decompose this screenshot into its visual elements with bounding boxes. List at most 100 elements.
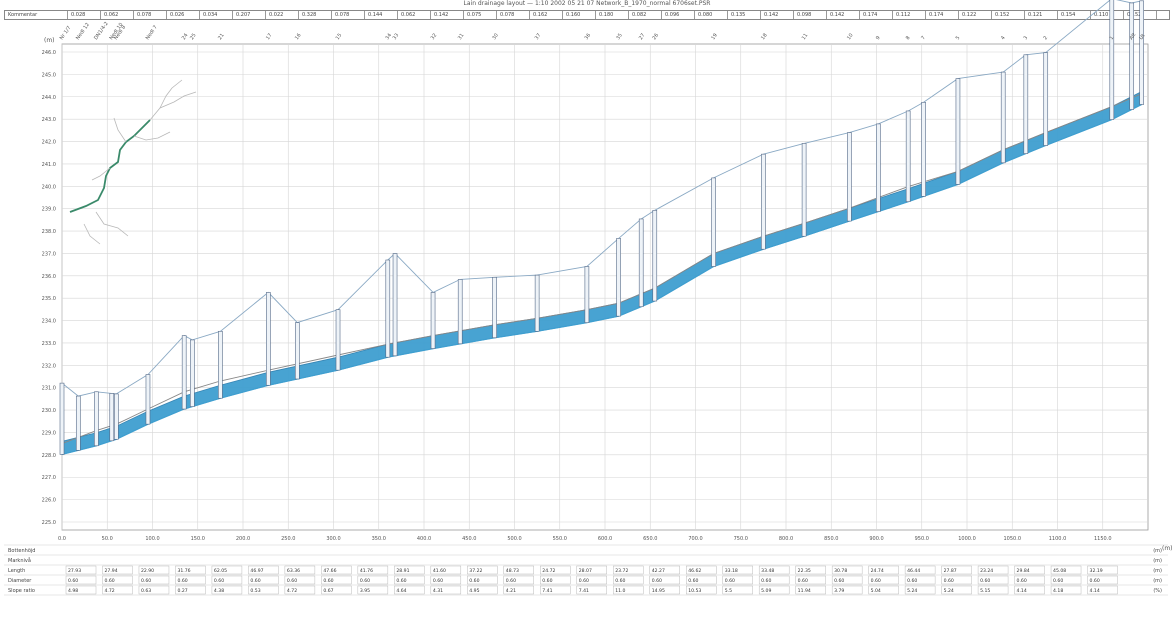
table-cell <box>65 585 97 595</box>
table-cell <box>540 565 571 575</box>
flow-strip-cell: 0.122 <box>959 11 992 19</box>
table-cell-value: 30.78 <box>834 568 847 574</box>
table-cell <box>430 565 462 575</box>
table-row-label: Marknivå <box>8 557 31 564</box>
table-cell-value: 4.21 <box>506 588 516 594</box>
table-cell <box>722 575 753 585</box>
table-cell <box>1050 575 1082 585</box>
flow-strip-cell: 0.180 <box>596 11 629 19</box>
table-cell-value: 0.53 <box>250 588 260 594</box>
flow-strip-cell: 0.152 <box>992 11 1025 19</box>
table-cell <box>576 585 607 595</box>
key-map-network-line <box>83 223 101 245</box>
manhole-shaft <box>266 292 271 386</box>
table-cell <box>138 565 170 575</box>
y-tick-label: 244.0 <box>42 95 56 101</box>
manhole-shaft <box>145 374 151 425</box>
profile-title: Lain drainage layout — 1:10 2002 05 21 0… <box>463 0 711 7</box>
manhole-label: Nr 1/7 <box>59 25 73 41</box>
table-cell <box>248 575 279 585</box>
table-cell-value: 0.60 <box>1017 578 1027 584</box>
table-cell-value: 48.73 <box>506 568 519 574</box>
table-cell-value: 5.5 <box>725 588 732 594</box>
key-map-network-line <box>159 79 183 109</box>
x-tick-label: 1100.0 <box>1049 536 1067 542</box>
table-cell <box>795 575 826 585</box>
y-tick-label: 232.0 <box>42 363 56 369</box>
table-cell <box>102 575 133 585</box>
table-cell-value: 62.05 <box>214 568 227 574</box>
table-cell-value: 0.60 <box>506 578 516 584</box>
manhole-label: 33 <box>392 32 401 41</box>
table-cell-value: 0.60 <box>688 578 698 584</box>
x-tick-label: 200.0 <box>236 536 250 542</box>
x-tick-label: 250.0 <box>281 536 295 542</box>
flow-strip-cell: 0.152 <box>1124 11 1157 19</box>
manhole-label: 7 <box>920 35 927 41</box>
table-cell-value: 5.15 <box>980 588 990 594</box>
table-cell-value: 0.60 <box>396 578 406 584</box>
table-cell <box>394 565 425 575</box>
x-tick-label: 750.0 <box>734 536 748 542</box>
table-cell <box>284 575 316 585</box>
table-cell-value: 0.60 <box>725 578 735 584</box>
manhole-shaft <box>1139 0 1144 105</box>
manhole-shaft <box>921 102 926 197</box>
table-cell <box>138 585 170 595</box>
table-row-unit: (m) <box>1153 558 1162 564</box>
y-tick-label: 242.0 <box>42 140 56 146</box>
y-tick-label: 233.0 <box>42 341 56 347</box>
table-cell-value: 0.67 <box>323 588 333 594</box>
manhole-shaft <box>114 393 119 440</box>
table-cell <box>977 585 1009 595</box>
table-cell <box>686 565 717 575</box>
table-cell-value: 45.08 <box>1053 568 1066 574</box>
table-cell <box>649 575 680 585</box>
table-cell-value: 37.22 <box>469 568 482 574</box>
table-cell <box>868 585 899 595</box>
flow-strip-cell: 0.174 <box>926 11 959 19</box>
flow-strip-cell: 0.022 <box>266 11 299 19</box>
x-tick-label: 400.0 <box>417 536 431 542</box>
table-cell-value: 0.60 <box>944 578 954 584</box>
table-cell-value: 0.60 <box>615 578 625 584</box>
table-cell <box>941 575 972 585</box>
table-cell <box>321 565 352 575</box>
y-tick-label: 231.0 <box>42 386 56 392</box>
manhole-shaft <box>335 309 341 371</box>
table-cell-value: 0.60 <box>871 578 881 584</box>
flow-strip-cell: 0.142 <box>827 11 860 19</box>
manhole-shaft <box>1109 0 1115 120</box>
manhole-shaft <box>847 132 852 222</box>
flow-strip-cell: 0.135 <box>728 11 761 19</box>
x-tick-label: 1000.0 <box>958 536 976 542</box>
table-cell-value: 4.38 <box>214 588 224 594</box>
manhole-label: Nedl 7 <box>145 24 159 41</box>
manhole-label: Alt <box>1128 32 1137 41</box>
table-cell <box>649 585 680 595</box>
table-cell <box>758 575 790 585</box>
manhole-label: 4 <box>1000 35 1007 41</box>
table-cell-value: 14.95 <box>652 588 665 594</box>
y-tick-label: 237.0 <box>42 251 56 257</box>
y-tick-label: 243.0 <box>42 117 56 123</box>
manhole-shaft <box>1129 2 1135 110</box>
table-cell-value: 23.72 <box>615 568 628 574</box>
table-row-unit: (%) <box>1153 588 1162 594</box>
table-cell <box>357 575 389 585</box>
table-cell-value: 11.94 <box>798 588 811 594</box>
x-tick-label: 850.0 <box>824 536 838 542</box>
x-tick-label: 700.0 <box>688 536 702 542</box>
table-cell <box>211 575 243 585</box>
table-row-unit: (m) <box>1153 548 1162 554</box>
manhole-shaft <box>584 266 590 323</box>
x-tick-label: 550.0 <box>553 536 567 542</box>
flow-strip-cell: 0.160 <box>563 11 596 19</box>
table-cell <box>357 585 389 595</box>
table-cell-value: 4.14 <box>1090 588 1100 594</box>
table-cell-value: 0.60 <box>360 578 370 584</box>
flow-strip-cell: 0.096 <box>662 11 695 19</box>
table-cell-value: 4.14 <box>1017 588 1027 594</box>
key-map-inset <box>69 79 197 245</box>
manhole-label: 37 <box>534 32 543 41</box>
